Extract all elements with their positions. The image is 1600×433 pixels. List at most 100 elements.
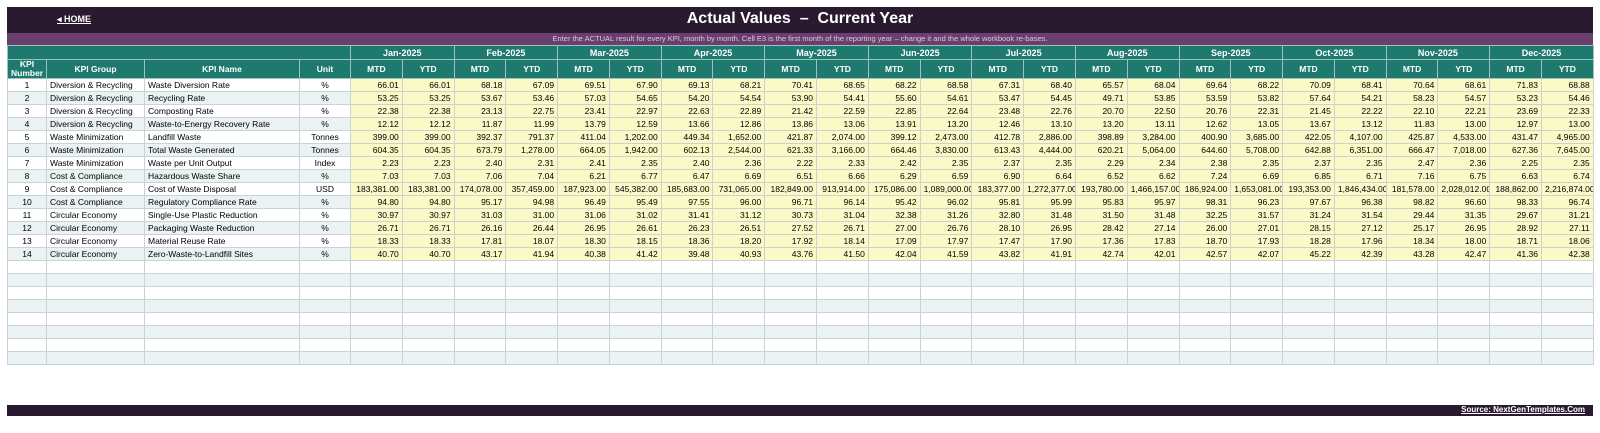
mtd-value-cell[interactable]: 71.83 bbox=[1489, 78, 1542, 92]
ytd-value-cell[interactable]: 22.21 bbox=[1437, 104, 1491, 118]
empty-cell[interactable] bbox=[1126, 273, 1180, 287]
ytd-value-cell[interactable]: 42.47 bbox=[1437, 247, 1491, 261]
ytd-value-cell[interactable]: 22.76 bbox=[1023, 104, 1076, 118]
ytd-value-cell[interactable]: 5,064.00 bbox=[1126, 143, 1180, 157]
empty-cell[interactable] bbox=[350, 299, 403, 313]
mtd-value-cell[interactable]: 664.05 bbox=[557, 143, 610, 157]
mtd-value-cell[interactable]: 392.37 bbox=[453, 130, 507, 144]
mtd-value-cell[interactable]: 53.59 bbox=[1178, 91, 1232, 105]
ytd-value-cell[interactable]: 26.95 bbox=[1437, 221, 1491, 235]
mtd-value-cell[interactable]: 2.40 bbox=[453, 156, 507, 170]
ytd-value-cell[interactable]: 40.70 bbox=[401, 247, 455, 261]
ytd-value-cell[interactable]: 17.97 bbox=[919, 234, 973, 248]
mtd-value-cell[interactable]: 6.47 bbox=[660, 169, 714, 183]
ytd-value-cell[interactable]: 30.97 bbox=[401, 208, 455, 222]
mtd-value-cell[interactable]: 32.80 bbox=[971, 208, 1025, 222]
empty-cell[interactable] bbox=[1385, 351, 1439, 365]
ytd-value-cell[interactable]: 68.88 bbox=[1540, 78, 1594, 92]
empty-cell[interactable] bbox=[608, 351, 662, 365]
mtd-value-cell[interactable]: 96.71 bbox=[764, 195, 818, 209]
empty-cell[interactable] bbox=[1282, 273, 1335, 287]
mtd-value-cell[interactable]: 182,849.00 bbox=[764, 182, 818, 196]
empty-cell[interactable] bbox=[660, 286, 714, 300]
empty-cell[interactable] bbox=[453, 286, 507, 300]
ytd-value-cell[interactable]: 12.86 bbox=[712, 117, 766, 131]
empty-cell[interactable] bbox=[867, 312, 921, 326]
empty-cell[interactable] bbox=[401, 299, 455, 313]
empty-cell[interactable] bbox=[505, 338, 559, 352]
ytd-value-cell[interactable]: 31.04 bbox=[816, 208, 869, 222]
empty-cell[interactable] bbox=[1282, 325, 1335, 339]
empty-cell[interactable] bbox=[401, 351, 455, 365]
empty-cell[interactable] bbox=[1437, 299, 1491, 313]
empty-cell[interactable] bbox=[971, 260, 1025, 274]
ytd-value-cell[interactable]: 54.61 bbox=[919, 91, 973, 105]
mtd-value-cell[interactable]: 55.60 bbox=[867, 91, 921, 105]
mtd-value-cell[interactable]: 12.12 bbox=[350, 117, 403, 131]
empty-cell[interactable] bbox=[1489, 325, 1542, 339]
mtd-value-cell[interactable]: 43.17 bbox=[453, 247, 507, 261]
mtd-value-cell[interactable]: 31.06 bbox=[557, 208, 610, 222]
mtd-value-cell[interactable]: 98.31 bbox=[1178, 195, 1232, 209]
ytd-value-cell[interactable]: 6.69 bbox=[712, 169, 766, 183]
ytd-value-cell[interactable]: 2,028,012.00 bbox=[1437, 182, 1491, 196]
mtd-value-cell[interactable]: 42.57 bbox=[1178, 247, 1232, 261]
ytd-value-cell[interactable]: 18.14 bbox=[816, 234, 869, 248]
mtd-value-cell[interactable]: 7.03 bbox=[350, 169, 403, 183]
mtd-value-cell[interactable]: 69.64 bbox=[1178, 78, 1232, 92]
mtd-value-cell[interactable]: 23.48 bbox=[971, 104, 1025, 118]
mtd-value-cell[interactable]: 20.70 bbox=[1074, 104, 1128, 118]
empty-cell[interactable] bbox=[401, 338, 455, 352]
mtd-value-cell[interactable]: 23.69 bbox=[1489, 104, 1542, 118]
ytd-value-cell[interactable]: 2,473.00 bbox=[919, 130, 973, 144]
mtd-value-cell[interactable]: 22.63 bbox=[660, 104, 714, 118]
mtd-value-cell[interactable]: 18.70 bbox=[1178, 234, 1232, 248]
empty-cell[interactable] bbox=[299, 273, 351, 287]
ytd-value-cell[interactable]: 7,018.00 bbox=[1437, 143, 1491, 157]
ytd-value-cell[interactable]: 791.37 bbox=[505, 130, 559, 144]
empty-cell[interactable] bbox=[350, 260, 403, 274]
empty-cell[interactable] bbox=[919, 338, 973, 352]
mtd-value-cell[interactable]: 187,923.00 bbox=[557, 182, 610, 196]
empty-cell[interactable] bbox=[712, 325, 766, 339]
empty-cell[interactable] bbox=[608, 338, 662, 352]
mtd-value-cell[interactable]: 613.43 bbox=[971, 143, 1025, 157]
ytd-value-cell[interactable]: 53.82 bbox=[1230, 91, 1284, 105]
empty-cell[interactable] bbox=[46, 312, 145, 326]
ytd-value-cell[interactable]: 26.71 bbox=[816, 221, 869, 235]
empty-cell[interactable] bbox=[919, 299, 973, 313]
mtd-value-cell[interactable]: 26.71 bbox=[350, 221, 403, 235]
empty-cell[interactable] bbox=[608, 273, 662, 287]
ytd-value-cell[interactable]: 6.59 bbox=[919, 169, 973, 183]
empty-cell[interactable] bbox=[608, 286, 662, 300]
empty-cell[interactable] bbox=[1074, 338, 1128, 352]
ytd-value-cell[interactable]: 22.64 bbox=[919, 104, 973, 118]
empty-cell[interactable] bbox=[1540, 312, 1594, 326]
mtd-value-cell[interactable]: 28.15 bbox=[1282, 221, 1335, 235]
mtd-value-cell[interactable]: 94.80 bbox=[350, 195, 403, 209]
mtd-value-cell[interactable]: 13.91 bbox=[867, 117, 921, 131]
mtd-value-cell[interactable]: 95.81 bbox=[971, 195, 1025, 209]
mtd-value-cell[interactable]: 399.12 bbox=[867, 130, 921, 144]
mtd-value-cell[interactable]: 7.16 bbox=[1385, 169, 1439, 183]
empty-cell[interactable] bbox=[1489, 312, 1542, 326]
empty-cell[interactable] bbox=[505, 273, 559, 287]
empty-cell[interactable] bbox=[46, 273, 145, 287]
ytd-value-cell[interactable]: 22.97 bbox=[608, 104, 662, 118]
empty-cell[interactable] bbox=[1333, 338, 1387, 352]
mtd-value-cell[interactable]: 40.70 bbox=[350, 247, 403, 261]
empty-cell[interactable] bbox=[1489, 260, 1542, 274]
empty-cell[interactable] bbox=[764, 273, 818, 287]
empty-cell[interactable] bbox=[816, 286, 869, 300]
empty-cell[interactable] bbox=[1023, 273, 1076, 287]
ytd-value-cell[interactable]: 1,652.00 bbox=[712, 130, 766, 144]
empty-cell[interactable] bbox=[1437, 312, 1491, 326]
empty-cell[interactable] bbox=[712, 338, 766, 352]
empty-cell[interactable] bbox=[46, 351, 145, 365]
mtd-value-cell[interactable]: 53.67 bbox=[453, 91, 507, 105]
empty-cell[interactable] bbox=[505, 299, 559, 313]
empty-cell[interactable] bbox=[144, 338, 300, 352]
mtd-value-cell[interactable]: 12.97 bbox=[1489, 117, 1542, 131]
mtd-value-cell[interactable]: 6.29 bbox=[867, 169, 921, 183]
empty-cell[interactable] bbox=[453, 351, 507, 365]
